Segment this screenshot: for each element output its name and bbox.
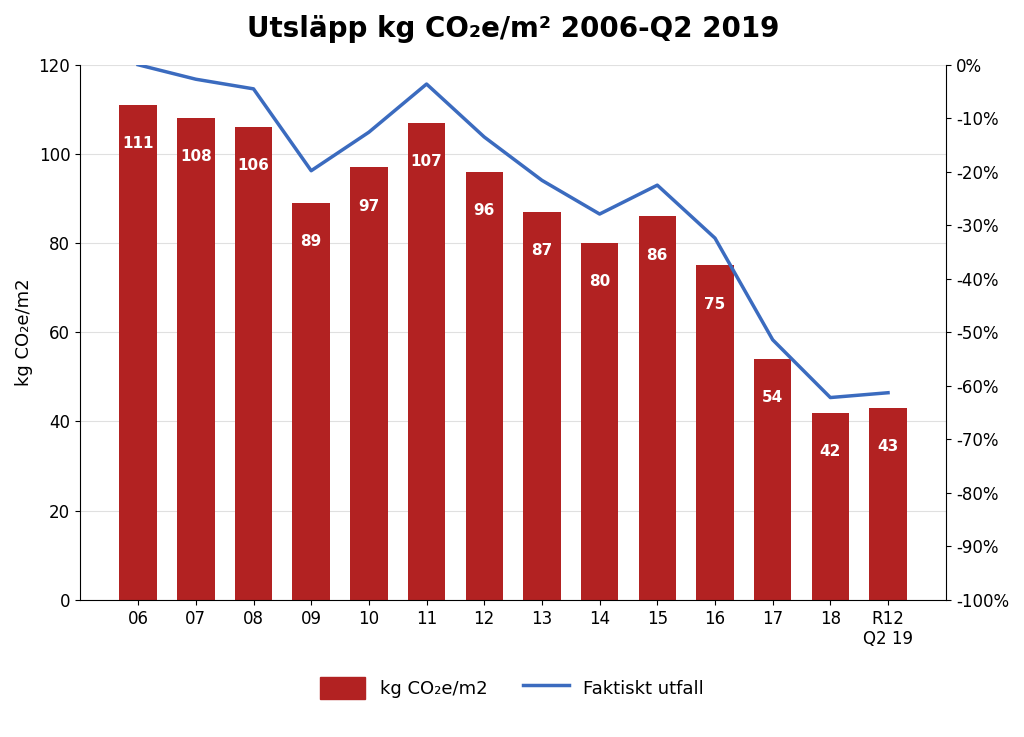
Bar <box>754 359 792 600</box>
Text: 111: 111 <box>123 136 154 151</box>
Y-axis label: kg CO₂e/m2: kg CO₂e/m2 <box>15 279 33 386</box>
Bar <box>812 413 849 600</box>
Bar <box>120 105 157 600</box>
Bar <box>177 118 215 600</box>
Bar <box>523 212 561 600</box>
Text: 42: 42 <box>819 444 841 458</box>
Text: 87: 87 <box>531 243 553 258</box>
Bar <box>466 172 503 600</box>
Text: 54: 54 <box>762 390 783 405</box>
Bar <box>350 167 388 600</box>
Text: 107: 107 <box>411 154 442 169</box>
Text: 86: 86 <box>646 248 668 262</box>
Text: 96: 96 <box>473 203 495 218</box>
Text: 89: 89 <box>301 234 322 249</box>
Bar <box>869 408 907 600</box>
Legend: kg CO₂e/m2, Faktiskt utfall: kg CO₂e/m2, Faktiskt utfall <box>313 669 711 706</box>
Text: 80: 80 <box>589 274 610 290</box>
Bar <box>639 217 676 600</box>
Title: Utsläpp kg CO₂e/m² 2006-Q2 2019: Utsläpp kg CO₂e/m² 2006-Q2 2019 <box>247 15 779 43</box>
Bar <box>408 123 445 600</box>
Text: 108: 108 <box>180 150 212 164</box>
Text: 75: 75 <box>705 296 726 312</box>
Text: 97: 97 <box>358 198 380 214</box>
Text: 43: 43 <box>878 439 899 454</box>
Bar <box>293 203 330 600</box>
Text: 106: 106 <box>238 158 269 173</box>
Bar <box>234 128 272 600</box>
Bar <box>696 265 734 600</box>
Bar <box>581 243 618 600</box>
